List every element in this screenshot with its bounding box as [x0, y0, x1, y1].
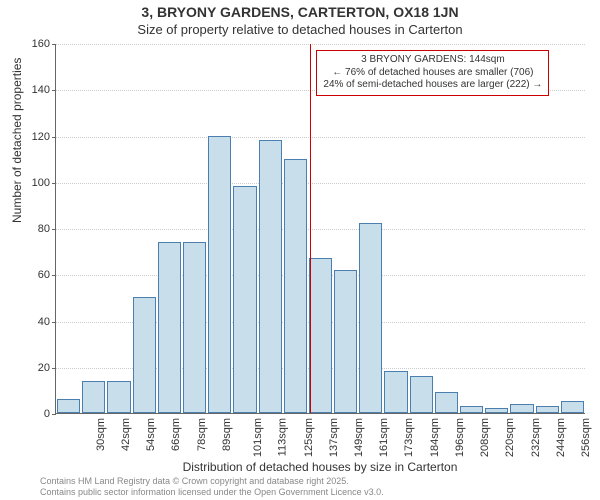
- histogram-bar: [158, 242, 181, 413]
- annotation-line: 24% of semi-detached houses are larger (…: [323, 79, 542, 92]
- annotation-box: 3 BRYONY GARDENS: 144sqm← 76% of detache…: [316, 50, 549, 96]
- histogram-bar: [284, 159, 307, 413]
- histogram-bar: [183, 242, 206, 413]
- x-tick: 137sqm: [328, 418, 340, 457]
- y-tick: 120: [32, 131, 56, 143]
- x-tick: 220sqm: [505, 418, 517, 457]
- x-tick: 30sqm: [95, 418, 107, 451]
- y-tick: 20: [38, 362, 56, 374]
- x-tick: 66sqm: [170, 418, 182, 451]
- x-tick: 244sqm: [555, 418, 567, 457]
- x-tick: 161sqm: [378, 418, 390, 457]
- y-tick: 40: [38, 316, 56, 328]
- x-tick: 208sqm: [479, 418, 491, 457]
- chart-subtitle: Size of property relative to detached ho…: [0, 22, 600, 37]
- y-tick: 60: [38, 269, 56, 281]
- histogram-bar: [359, 223, 382, 413]
- histogram-bar: [485, 408, 508, 413]
- x-tick: 196sqm: [454, 418, 466, 457]
- annotation-line: ← 76% of detached houses are smaller (70…: [323, 67, 542, 80]
- histogram-bar: [233, 186, 256, 413]
- histogram-bars: [56, 44, 585, 413]
- chart-supertitle: 3, BRYONY GARDENS, CARTERTON, OX18 1JN: [0, 4, 600, 20]
- x-axis-label: Distribution of detached houses by size …: [55, 460, 585, 474]
- y-tick: 100: [32, 177, 56, 189]
- footer-line-1: Contains HM Land Registry data © Crown c…: [40, 476, 384, 487]
- histogram-bar: [561, 401, 584, 413]
- x-tick: 256sqm: [580, 418, 592, 457]
- footer-line-2: Contains public sector information licen…: [40, 487, 384, 498]
- histogram-bar: [384, 371, 407, 413]
- histogram-bar: [208, 136, 231, 414]
- histogram-bar: [435, 392, 458, 413]
- plot-area: 020406080100120140160 3 BRYONY GARDENS: …: [55, 44, 585, 414]
- histogram-bar: [133, 297, 156, 413]
- x-tick: 89sqm: [221, 418, 233, 451]
- histogram-bar: [410, 376, 433, 413]
- histogram-bar: [536, 406, 559, 413]
- x-tick: 113sqm: [277, 418, 289, 456]
- y-axis-label: Number of detached properties: [10, 58, 24, 223]
- x-tick: 78sqm: [196, 418, 208, 451]
- x-tick: 101sqm: [252, 418, 264, 457]
- y-tick: 160: [32, 38, 56, 50]
- histogram-bar: [460, 406, 483, 413]
- x-tick: 125sqm: [303, 418, 315, 457]
- x-tick: 184sqm: [429, 418, 441, 457]
- y-tick: 80: [38, 223, 56, 235]
- x-tick: 42sqm: [120, 418, 132, 451]
- histogram-bar: [82, 381, 105, 413]
- histogram-bar: [259, 140, 282, 413]
- property-marker-line: [310, 44, 311, 413]
- histogram-bar: [107, 381, 130, 413]
- histogram-bar: [309, 258, 332, 413]
- y-tick: 140: [32, 84, 56, 96]
- histogram-bar: [510, 404, 533, 413]
- x-tick: 232sqm: [530, 418, 542, 457]
- histogram-bar: [334, 270, 357, 413]
- property-size-chart: 3, BRYONY GARDENS, CARTERTON, OX18 1JN S…: [0, 0, 600, 500]
- attribution-footer: Contains HM Land Registry data © Crown c…: [40, 476, 384, 498]
- x-tick: 173sqm: [404, 418, 416, 457]
- histogram-bar: [57, 399, 80, 413]
- x-axis-ticks: 30sqm 42sqm 54sqm 66sqm 78sqm 89sqm 101sqm 113s…: [55, 414, 585, 464]
- x-tick: 54sqm: [145, 418, 157, 451]
- annotation-line: 3 BRYONY GARDENS: 144sqm: [323, 54, 542, 67]
- x-tick: 149sqm: [353, 418, 365, 457]
